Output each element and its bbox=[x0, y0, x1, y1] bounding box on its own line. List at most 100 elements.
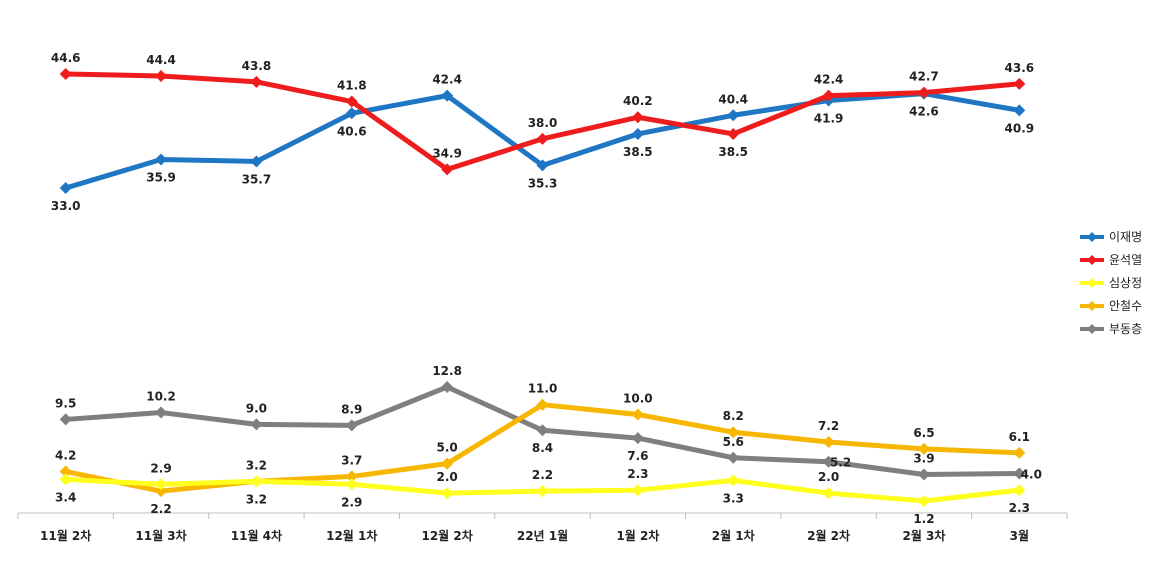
data-label: 8.9 bbox=[341, 402, 362, 416]
x-tick-label: 3월 bbox=[1010, 528, 1029, 543]
data-label: 40.6 bbox=[337, 124, 367, 138]
data-label: 7.6 bbox=[627, 449, 648, 463]
data-label: 3.9 bbox=[913, 451, 934, 465]
data-point bbox=[917, 442, 930, 455]
data-label: 5.2 bbox=[830, 456, 851, 470]
data-point bbox=[345, 478, 358, 491]
data-point bbox=[59, 68, 72, 80]
data-label: 10.2 bbox=[146, 390, 176, 404]
x-tick-label: 11월 4차 bbox=[231, 528, 282, 543]
data-point bbox=[536, 424, 549, 437]
data-label: 1.2 bbox=[913, 512, 934, 526]
data-point bbox=[345, 419, 358, 432]
data-point bbox=[631, 484, 644, 497]
data-label: 2.3 bbox=[1009, 501, 1030, 515]
data-point bbox=[345, 470, 358, 483]
data-label: 33.0 bbox=[51, 199, 81, 213]
data-label: 3.3 bbox=[723, 491, 744, 505]
data-label: 42.6 bbox=[909, 105, 939, 119]
x-tick-label: 2월 2차 bbox=[807, 528, 850, 543]
data-point bbox=[155, 485, 168, 498]
data-point bbox=[631, 432, 644, 445]
legend-label: 심상정 bbox=[1109, 276, 1142, 290]
data-point bbox=[155, 478, 168, 491]
data-point bbox=[155, 406, 168, 419]
data-point bbox=[441, 457, 454, 470]
data-point bbox=[441, 381, 454, 393]
data-label: 7.2 bbox=[818, 419, 839, 433]
data-point bbox=[1013, 104, 1026, 117]
data-label: 3.2 bbox=[246, 492, 267, 506]
x-tick-label: 11월 2차 bbox=[40, 528, 91, 543]
data-label: 43.8 bbox=[242, 59, 272, 73]
label-layer: 9.5 10.2 9.0 8.9 12.8 8.4 7.6 5.6 5.2 3.9 4.0 4.2 2.… bbox=[51, 51, 1042, 526]
data-point bbox=[250, 475, 263, 488]
legend-marker bbox=[1087, 324, 1097, 334]
data-point bbox=[441, 487, 454, 500]
data-point bbox=[536, 159, 549, 172]
x-tick-label: 12월 1차 bbox=[326, 528, 377, 543]
data-point bbox=[441, 89, 454, 102]
data-point bbox=[536, 132, 549, 145]
data-label: 11.0 bbox=[528, 382, 558, 396]
data-point bbox=[536, 485, 549, 498]
data-point bbox=[917, 86, 930, 99]
data-point bbox=[917, 495, 930, 507]
legend-label: 이재명 bbox=[1109, 230, 1142, 244]
legend-label: 윤석열 bbox=[1109, 253, 1142, 267]
x-tick-label: 22년 1월 bbox=[517, 528, 568, 543]
legend-marker bbox=[1087, 232, 1097, 242]
data-label: 4.0 bbox=[1021, 467, 1042, 481]
legend-label: 부동층 bbox=[1109, 322, 1142, 336]
data-point bbox=[727, 127, 740, 140]
data-label: 2.9 bbox=[341, 495, 362, 509]
data-point bbox=[631, 408, 644, 421]
data-point bbox=[1013, 484, 1026, 497]
data-point bbox=[250, 155, 263, 168]
data-point bbox=[727, 474, 740, 487]
data-point bbox=[345, 107, 358, 120]
data-label: 8.2 bbox=[723, 409, 744, 423]
series-layer bbox=[59, 68, 1026, 507]
x-tick-label: 2월 1차 bbox=[712, 528, 755, 543]
data-point bbox=[822, 487, 835, 500]
data-point bbox=[822, 89, 835, 102]
data-point bbox=[441, 163, 454, 176]
data-point bbox=[1013, 467, 1026, 480]
data-point bbox=[727, 109, 740, 122]
data-point bbox=[155, 69, 168, 82]
x-tick-label: 11월 3차 bbox=[135, 528, 186, 543]
data-label: 38.5 bbox=[623, 145, 653, 159]
data-point bbox=[59, 473, 72, 486]
data-point bbox=[1013, 446, 1026, 459]
data-point bbox=[822, 455, 835, 468]
legend-label: 안철수 bbox=[1109, 299, 1142, 313]
data-point bbox=[727, 451, 740, 464]
data-point bbox=[727, 426, 740, 439]
data-label: 35.3 bbox=[528, 176, 558, 190]
data-label: 40.2 bbox=[623, 94, 653, 108]
data-point bbox=[250, 418, 263, 431]
data-label: 9.5 bbox=[55, 396, 76, 410]
data-label: 12.8 bbox=[432, 364, 462, 378]
data-point bbox=[631, 111, 644, 124]
data-label: 3.4 bbox=[55, 490, 76, 504]
legend-marker bbox=[1087, 301, 1097, 311]
data-point bbox=[155, 153, 168, 166]
data-label: 5.6 bbox=[723, 435, 744, 449]
data-label: 2.3 bbox=[627, 467, 648, 481]
data-label: 8.4 bbox=[532, 441, 553, 455]
data-label: 42.4 bbox=[432, 73, 462, 87]
x-tick-label: 2월 3차 bbox=[902, 528, 945, 543]
x-tick-label: 12월 2차 bbox=[421, 528, 472, 543]
data-label: 6.1 bbox=[1009, 430, 1030, 444]
data-label: 35.9 bbox=[146, 171, 176, 185]
data-label: 38.0 bbox=[528, 116, 558, 130]
data-label: 44.6 bbox=[51, 51, 81, 65]
data-label: 2.2 bbox=[532, 468, 553, 482]
data-point bbox=[1013, 77, 1026, 90]
data-label: 9.0 bbox=[246, 401, 267, 415]
